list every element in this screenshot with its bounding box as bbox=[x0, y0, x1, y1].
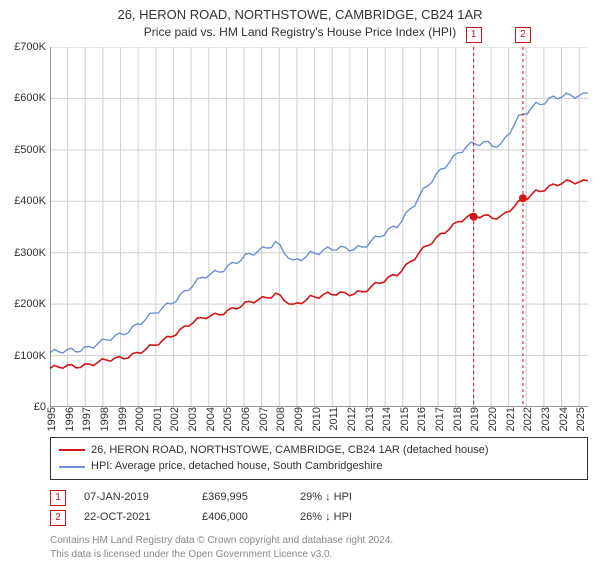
x-tick-label: 2006 bbox=[240, 407, 252, 431]
x-tick-label: 2012 bbox=[346, 407, 358, 431]
sale-diff-2: 26% ↓ HPI bbox=[300, 508, 400, 528]
x-tick-label: 2025 bbox=[575, 407, 587, 431]
x-tick-label: 2002 bbox=[169, 407, 181, 431]
chart-svg bbox=[50, 47, 588, 407]
x-tick-label: 2009 bbox=[293, 407, 305, 431]
x-tick-label: 2005 bbox=[222, 407, 234, 431]
y-tick-label: £300K bbox=[14, 247, 46, 259]
sale-index-1: 1 bbox=[50, 490, 66, 506]
legend-label-price-paid: 26, HERON ROAD, NORTHSTOWE, CAMBRIDGE, C… bbox=[91, 442, 489, 459]
legend-row-hpi: HPI: Average price, detached house, Sout… bbox=[59, 458, 579, 475]
x-tick-label: 1998 bbox=[99, 407, 111, 431]
legend-label-hpi: HPI: Average price, detached house, Sout… bbox=[91, 458, 382, 475]
x-tick-label: 2017 bbox=[434, 407, 446, 431]
x-tick-label: 2015 bbox=[399, 407, 411, 431]
x-tick-label: 2003 bbox=[187, 407, 199, 431]
sale-date-2: 22-OCT-2021 bbox=[84, 508, 184, 528]
x-tick-label: 2021 bbox=[505, 407, 517, 431]
x-tick-label: 2008 bbox=[275, 407, 287, 431]
x-tick-label: 2013 bbox=[364, 407, 376, 431]
x-tick-label: 1995 bbox=[46, 407, 58, 431]
x-tick-label: 2019 bbox=[469, 407, 481, 431]
y-tick-label: £700K bbox=[14, 41, 46, 53]
sale-index-2: 2 bbox=[50, 510, 66, 526]
y-tick-label: £200K bbox=[14, 298, 46, 310]
footer-line-2: This data is licensed under the Open Gov… bbox=[50, 548, 588, 562]
sale-diff-1: 29% ↓ HPI bbox=[300, 488, 400, 508]
sale-marker-1: 1 bbox=[466, 27, 482, 43]
x-tick-label: 1999 bbox=[117, 407, 129, 431]
x-tick-label: 2024 bbox=[558, 407, 570, 431]
chart-subtitle: Price paid vs. HM Land Registry's House … bbox=[0, 24, 600, 41]
legend-swatch-hpi bbox=[59, 466, 85, 468]
sale-price-1: £369,995 bbox=[202, 488, 282, 508]
x-tick-label: 2022 bbox=[522, 407, 534, 431]
sale-price-2: £406,000 bbox=[202, 508, 282, 528]
x-tick-label: 2000 bbox=[134, 407, 146, 431]
chart-title: 26, HERON ROAD, NORTHSTOWE, CAMBRIDGE, C… bbox=[0, 6, 600, 24]
x-tick-label: 2023 bbox=[540, 407, 552, 431]
footer-line-1: Contains HM Land Registry data © Crown c… bbox=[50, 534, 588, 548]
x-tick-label: 1997 bbox=[81, 407, 93, 431]
x-tick-label: 2016 bbox=[416, 407, 428, 431]
y-tick-label: £500K bbox=[14, 144, 46, 156]
y-tick-label: £400K bbox=[14, 195, 46, 207]
y-tick-label: £0 bbox=[34, 401, 46, 413]
x-tick-label: 2007 bbox=[258, 407, 270, 431]
sale-row-2: 2 22-OCT-2021 £406,000 26% ↓ HPI bbox=[50, 508, 588, 528]
y-tick-label: £100K bbox=[14, 350, 46, 362]
sale-date-1: 07-JAN-2019 bbox=[84, 488, 184, 508]
legend-box: 26, HERON ROAD, NORTHSTOWE, CAMBRIDGE, C… bbox=[50, 437, 588, 480]
x-tick-label: 2020 bbox=[487, 407, 499, 431]
y-tick-label: £600K bbox=[14, 92, 46, 104]
sale-marker-2: 2 bbox=[515, 27, 531, 43]
x-tick-label: 2018 bbox=[452, 407, 464, 431]
x-tick-label: 2011 bbox=[328, 407, 340, 431]
footer: Contains HM Land Registry data © Crown c… bbox=[50, 534, 588, 562]
sales-table: 1 07-JAN-2019 £369,995 29% ↓ HPI 2 22-OC… bbox=[50, 488, 588, 528]
x-tick-label: 2010 bbox=[311, 407, 323, 431]
chart-area: £0£100K£200K£300K£400K£500K£600K£700K199… bbox=[50, 47, 588, 407]
x-tick-label: 2004 bbox=[205, 407, 217, 431]
x-tick-label: 1996 bbox=[64, 407, 76, 431]
legend-swatch-price-paid bbox=[59, 449, 85, 451]
x-tick-label: 2001 bbox=[152, 407, 164, 431]
x-tick-label: 2014 bbox=[381, 407, 393, 431]
legend-row-price-paid: 26, HERON ROAD, NORTHSTOWE, CAMBRIDGE, C… bbox=[59, 442, 579, 459]
chart-title-block: 26, HERON ROAD, NORTHSTOWE, CAMBRIDGE, C… bbox=[0, 0, 600, 41]
sale-row-1: 1 07-JAN-2019 £369,995 29% ↓ HPI bbox=[50, 488, 588, 508]
